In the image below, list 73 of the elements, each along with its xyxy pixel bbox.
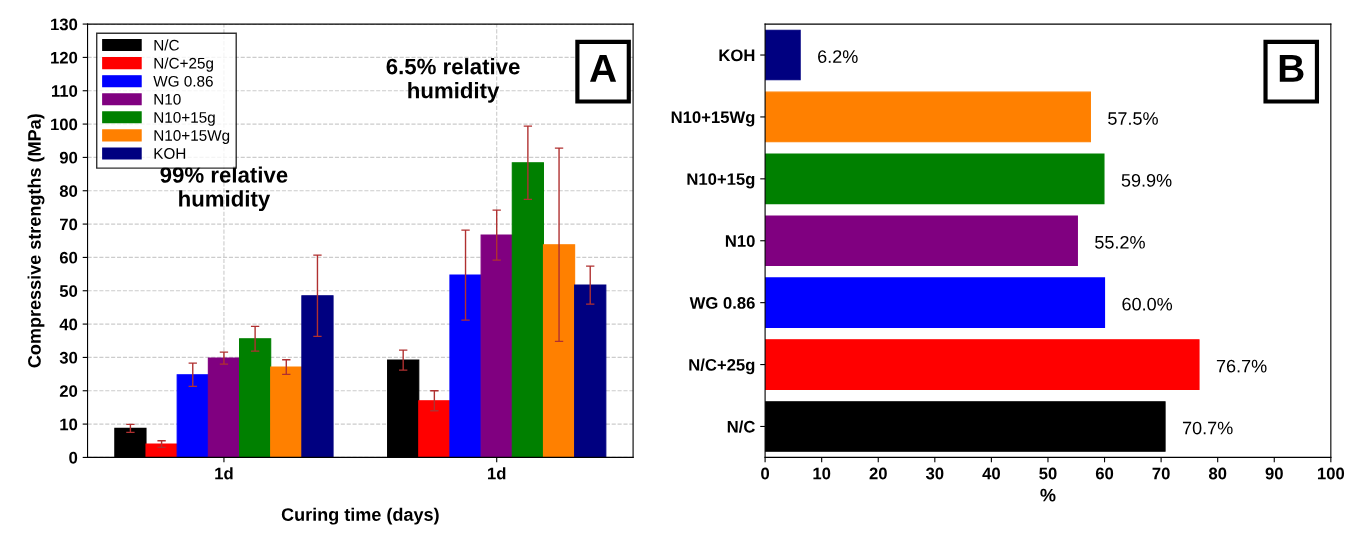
y-tick-label: N10+15g <box>687 173 755 189</box>
bar <box>511 162 545 458</box>
legend-label: N10 <box>154 93 181 105</box>
x-tick-label: 40 <box>982 467 1000 480</box>
bar <box>765 91 1091 143</box>
y-tick-label: N10+15Wg <box>671 111 755 127</box>
y-tick-label: 100 <box>51 118 78 131</box>
annotation: 99% relative humidity <box>160 166 288 212</box>
legend-label: N/C <box>154 39 179 51</box>
x-tick-label: 60 <box>1095 467 1114 480</box>
y-tick-label: 70 <box>60 218 78 231</box>
x-tick-label: 0 <box>761 467 770 480</box>
x-tick-label: 70 <box>1152 467 1170 480</box>
bar <box>480 234 513 458</box>
y-tick-label: 30 <box>59 351 78 364</box>
y-tick-label: 0 <box>69 451 78 464</box>
bar <box>765 153 1105 205</box>
x-tick-label: 1d <box>488 467 506 480</box>
annotation: 6.5% relative humidity <box>386 58 520 103</box>
bar <box>765 29 801 81</box>
x-tick-label: 1d <box>215 467 233 480</box>
y-tick-label: 20 <box>59 385 78 397</box>
y-tick-label: 120 <box>51 51 78 64</box>
bar <box>418 400 451 458</box>
legend-label: WG 0.86 <box>153 75 213 87</box>
data-label: 76.7% <box>1216 359 1267 373</box>
data-label: 59.9% <box>1121 174 1172 187</box>
y-tick-label: N/C <box>727 420 755 433</box>
y-tick-label: 50 <box>59 285 78 297</box>
bar <box>765 339 1200 390</box>
x-tick-label: 30 <box>925 467 944 480</box>
bar <box>765 277 1106 328</box>
bar <box>176 374 209 458</box>
y-tick-label: 10 <box>60 418 78 431</box>
y-axis-title: Compressive strengths (MPa) <box>27 114 45 368</box>
data-label: 6.2% <box>818 50 858 63</box>
legend-label: N10+15Wg <box>154 130 230 144</box>
y-tick-label: WG 0.86 <box>689 297 755 309</box>
legend-label: N10+15g <box>154 112 215 126</box>
bar <box>542 244 576 458</box>
data-label: 60.0% <box>1122 297 1173 311</box>
bar <box>574 284 607 458</box>
y-tick-label: 60 <box>59 251 78 264</box>
y-tick-label: 40 <box>59 318 78 331</box>
bar <box>301 295 334 458</box>
bar <box>765 215 1078 267</box>
y-tick-label: KOH <box>719 49 755 62</box>
data-label: 70.7% <box>1182 421 1233 435</box>
y-tick-label: N/C+25g <box>689 358 755 375</box>
data-label: 57.5% <box>1108 112 1158 125</box>
bar <box>207 357 241 458</box>
x-tick-label: 90 <box>1265 467 1283 480</box>
legend-label: KOH <box>154 148 186 159</box>
annotation: B <box>1279 55 1304 82</box>
x-tick-label: 100 <box>1317 467 1345 480</box>
x-tick-label: 20 <box>869 467 887 480</box>
x-tick-label: 50 <box>1039 467 1057 480</box>
data-label: 55.2% <box>1095 235 1145 249</box>
y-tick-label: 90 <box>59 151 78 164</box>
x-tick-label: 80 <box>1208 467 1227 480</box>
y-tick-label: N10 <box>725 235 755 247</box>
x-axis-title: % <box>1040 488 1056 502</box>
y-tick-label: 110 <box>51 85 78 97</box>
annotation: A <box>590 55 617 82</box>
x-tick-label: 10 <box>813 467 831 480</box>
bar <box>145 443 178 458</box>
bar <box>238 338 272 458</box>
x-axis-title: Curing time (days) <box>281 507 439 525</box>
bar <box>270 366 303 458</box>
y-tick-label: 130 <box>51 18 78 31</box>
y-tick-label: 80 <box>59 185 78 197</box>
bar <box>449 274 482 458</box>
legend-label: N/C+25g <box>154 57 213 72</box>
